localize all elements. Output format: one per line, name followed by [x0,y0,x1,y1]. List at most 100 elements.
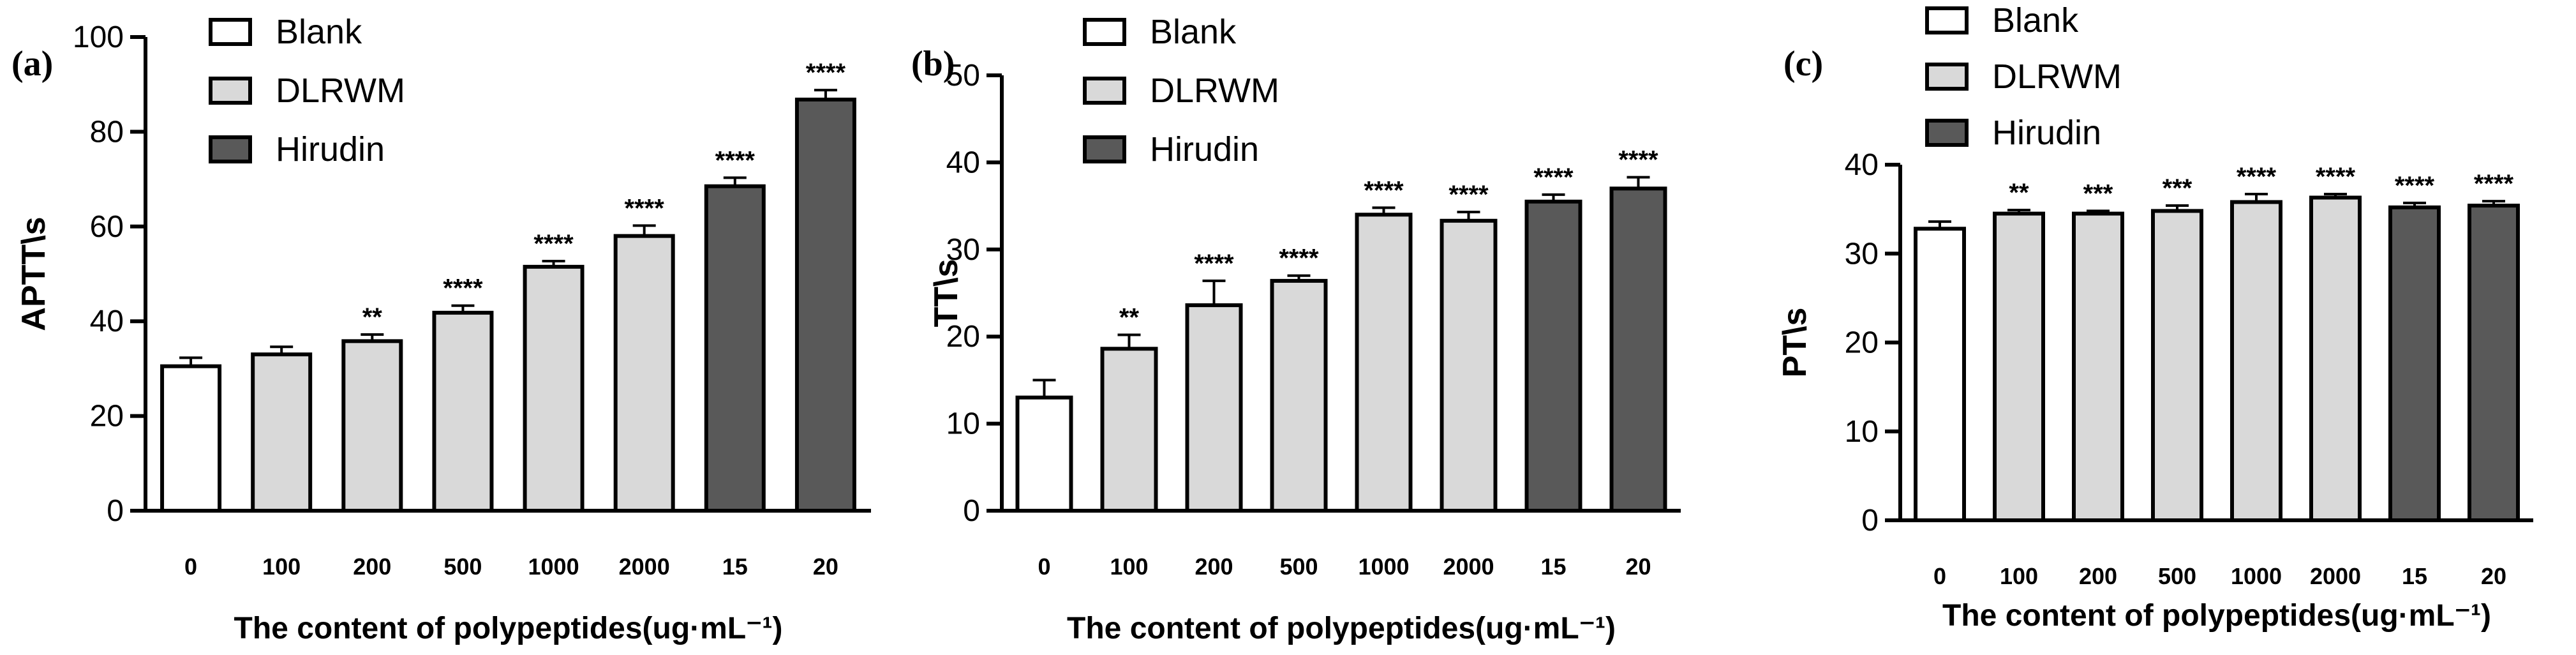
legend-label: DLRWM [1150,72,1279,110]
legend-swatch [209,18,252,46]
significance-label: ** [2009,179,2029,207]
panel-label: (c) [1783,44,1823,84]
significance-label: **** [2237,163,2277,191]
x-tick-label: 200 [353,553,391,580]
y-tick-label: 30 [946,233,980,267]
y-tick-label: 80 [90,115,124,149]
bar [1270,278,1328,513]
y-tick-label: 10 [1845,415,1879,449]
y-tick-label: 40 [1845,148,1879,182]
bar [2072,211,2124,522]
significance-label: **** [1364,176,1404,204]
panel-label: (a) [11,44,53,84]
bar [160,364,222,513]
significance-label: **** [625,194,665,222]
significance-label: **** [443,275,483,303]
legend-label: DLRWM [1992,57,2122,96]
y-tick-label: 60 [90,210,124,244]
x-tick-label: 500 [1279,553,1318,580]
y-tick-label: 50 [946,59,980,93]
legend-swatch [1083,18,1126,46]
significance-label: *** [2083,179,2113,207]
x-tick-label: 0 [184,553,197,580]
y-tick-label: 20 [946,320,980,354]
significance-label: **** [533,230,574,258]
x-tick-label: 15 [722,553,748,580]
legend-swatch [1083,77,1126,105]
legend-label: Hirudin [1992,114,2101,152]
x-tick-label: 200 [1195,553,1233,580]
bar [1609,186,1667,513]
legend-swatch [209,77,252,105]
bar [794,97,856,513]
bar [2388,205,2441,522]
x-tick-label: 15 [1540,553,1566,580]
significance-label: **** [2316,163,2356,191]
bar [1015,395,1073,513]
bar [1524,199,1582,513]
x-tick-label: 500 [443,553,482,580]
significance-label: **** [806,59,846,87]
panel-b: (b) 0 10 20 30 40 50 TT\s 0 ** 100 **** 200 **** 500 **… [911,13,1681,645]
bar [2151,209,2203,522]
bar [1355,213,1413,513]
x-tick-label: 2000 [1443,553,1494,580]
panel-a: (a) 0 20 40 60 80 100 APTT\s 0 100 ** 200 **** 500 ***… [11,13,871,645]
legend-label: Blank [276,13,362,51]
x-tick-label: 100 [2000,563,2038,589]
bar [341,339,403,513]
bar [1185,303,1243,513]
legend-label: Hirudin [1150,130,1259,169]
x-tick-label: 1000 [1358,553,1409,580]
y-tick-label: 30 [1845,237,1879,271]
y-tick-label: 0 [963,494,980,528]
legend-swatch [1925,6,1969,34]
x-tick-label: 1000 [2231,563,2282,589]
panel-label: (b) [911,44,955,84]
significance-label: **** [1448,181,1489,209]
y-tick-label: 0 [1861,504,1879,538]
bar [523,264,584,513]
bar [1914,227,1966,522]
significance-label: *** [2163,174,2193,202]
legend-label: Blank [1992,1,2079,40]
y-axis-title: APTT\s [15,216,52,331]
x-tick-label: 20 [1625,553,1651,580]
bar [1440,218,1498,513]
x-tick-label: 20 [813,553,838,580]
panel-c: (c) 0 10 20 30 40 PT\s 0 ** 100 *** 200 *** 500 **** 10… [1776,1,2533,633]
x-tick-label: 0 [1038,553,1050,580]
significance-label: **** [2395,172,2435,200]
y-tick-label: 10 [946,407,980,441]
x-axis-title: The content of polypeptides(ug·mL⁻¹) [1942,599,2491,633]
x-tick-label: 0 [1933,563,1946,589]
x-axis-title: The content of polypeptides(ug·mL⁻¹) [1067,612,1616,645]
legend-swatch [209,135,252,163]
legend-label: Hirudin [276,130,385,169]
y-axis-title: PT\s [1776,308,1813,378]
significance-label: **** [1618,146,1658,174]
legend-swatch [1925,63,1969,91]
significance-label: ** [1119,303,1140,331]
bar [1100,347,1158,513]
x-tick-label: 2000 [2310,563,2361,589]
significance-label: **** [1279,245,1319,273]
significance-label: **** [1533,163,1574,192]
legend-swatch [1083,135,1126,163]
significance-label: **** [1194,250,1234,278]
x-tick-label: 15 [2402,563,2427,589]
legend-swatch [1925,119,1969,147]
x-tick-label: 100 [1110,553,1148,580]
bar [2309,195,2362,522]
bar [2230,200,2282,522]
y-tick-label: 20 [90,400,124,433]
significance-label: **** [2474,170,2514,198]
x-tick-label: 20 [2481,563,2506,589]
significance-label: ** [362,303,383,331]
legend-label: Blank [1150,13,1237,51]
x-tick-label: 2000 [619,553,670,580]
y-tick-label: 100 [73,20,124,54]
y-tick-label: 40 [946,146,980,179]
bar [432,310,494,513]
